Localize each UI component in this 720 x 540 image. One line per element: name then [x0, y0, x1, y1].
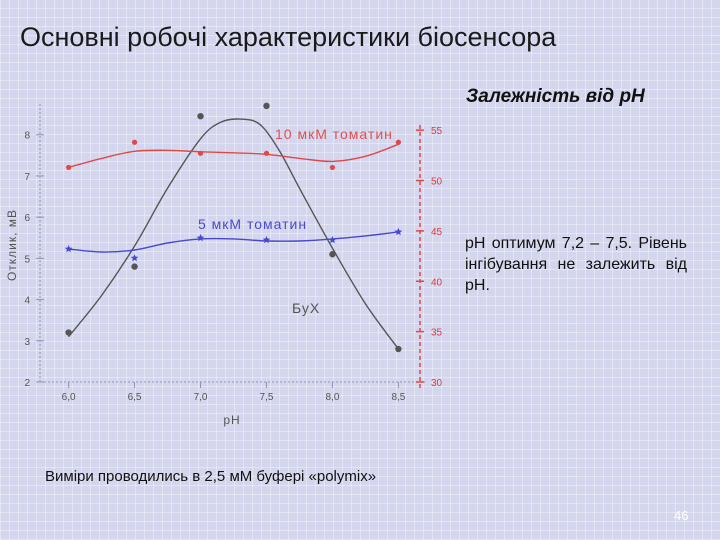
section-title: Залежність від рН: [466, 86, 645, 107]
description-text: рН оптимум 7,2 – 7,5. Рівень інгібування…: [465, 235, 687, 294]
red-series-point: [329, 164, 336, 171]
y2-tick-label: 30: [431, 378, 443, 389]
blue-series-point: [196, 233, 205, 242]
blue-series-point: [262, 236, 271, 244]
red-series-point: [131, 139, 138, 145]
x-tick-label: 8,0: [325, 392, 339, 403]
red-series-line: [68, 143, 399, 169]
blue-series-line: [68, 231, 399, 253]
y-tick-label: 4: [24, 296, 30, 307]
y-tick-label: 7: [24, 172, 30, 183]
blue-series-point: [64, 245, 73, 253]
gray-series-point: [65, 329, 72, 336]
y-tick-label: 3: [24, 337, 30, 348]
y2-tick-label: 50: [431, 177, 443, 188]
x-tick-label: 8,5: [391, 392, 405, 403]
x-tick-label: 6,0: [62, 392, 76, 403]
y-tick-label: 5: [24, 254, 30, 265]
blue-series-point: [394, 227, 403, 236]
red-series-point: [197, 150, 204, 156]
y-tick-label: 2: [24, 378, 30, 389]
gray-series-label: БуХ: [292, 300, 320, 316]
footnote: Виміри проводились в 2,5 мМ буфері «poly…: [45, 468, 377, 485]
x-tick-label: 6,5: [128, 392, 142, 403]
chart-markers: [64, 102, 403, 353]
x-tick-label: 7,5: [260, 392, 274, 403]
blue-series-point: [328, 236, 337, 244]
slide-title: Основні робочі характеристики біосенсора: [20, 22, 557, 52]
y-tick-label: 8: [24, 131, 30, 142]
gray-series-point: [197, 112, 204, 120]
y-axis-label: Отклик, мВ: [5, 209, 19, 281]
y2-tick-label: 45: [431, 227, 443, 238]
blue-series-label: 5 мкМ томатин: [198, 216, 307, 232]
red-series-point: [395, 139, 402, 145]
red-series-point: [263, 150, 270, 156]
y2-tick-label: 35: [431, 328, 443, 339]
y2-tick-label: 55: [431, 126, 443, 137]
y2-tick-label: 40: [431, 277, 443, 288]
x-axis-label: pH: [223, 413, 240, 427]
red-series-point: [65, 164, 72, 171]
y-tick-label: 6: [24, 213, 30, 224]
chart-axes: [36, 104, 425, 390]
page-number: 46: [674, 508, 689, 523]
gray-series-line: [68, 118, 399, 350]
gray-series-point: [131, 263, 138, 270]
chart-curves: [68, 118, 399, 350]
red-series-label: 10 мкМ томатин: [275, 126, 393, 142]
gray-series-point: [395, 345, 402, 353]
blue-series-point: [130, 254, 139, 262]
x-tick-label: 7,0: [194, 392, 208, 403]
gray-series-point: [329, 251, 336, 258]
gray-series-point: [263, 102, 270, 110]
